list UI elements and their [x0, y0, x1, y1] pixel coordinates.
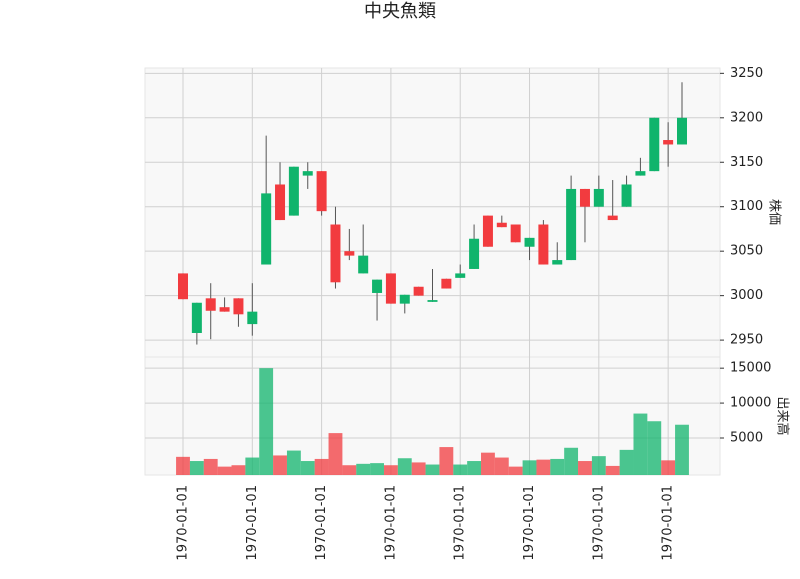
candle-body [593, 188, 604, 207]
x-tick-label: 1970-01-01 [661, 485, 676, 561]
x-tick-label: 1970-01-01 [453, 485, 468, 561]
y2-axis-label: 出来高 [775, 396, 791, 435]
candle-body [233, 298, 244, 315]
x-tick-label: 1970-01-01 [383, 485, 398, 561]
candle-body [649, 117, 660, 172]
volume-bar [411, 462, 426, 475]
candle-body [607, 215, 618, 221]
candle-body [205, 298, 216, 311]
volume-bar [176, 456, 190, 475]
volume-bar [273, 455, 287, 475]
volume-bar [522, 460, 537, 475]
y-tick-label: 3000 [730, 288, 763, 303]
candle-body [427, 300, 438, 302]
candle-body [399, 294, 410, 304]
candle-body [496, 222, 507, 228]
volume-bar [675, 424, 689, 475]
volume-bar [591, 456, 606, 475]
candle-body [524, 237, 535, 247]
y2-tick-label: 10000 [730, 396, 771, 411]
x-tick-label: 1970-01-01 [314, 485, 329, 561]
x-tick-label: 1970-01-01 [522, 485, 537, 561]
candle-body [330, 224, 341, 283]
y2-tick-label: 15000 [730, 361, 771, 376]
candle-body [579, 188, 590, 207]
candle-body [677, 117, 687, 145]
y-tick-label: 3250 [730, 66, 763, 81]
volume-bar [397, 458, 412, 475]
y-tick-label: 3050 [730, 244, 763, 259]
y-tick-label: 3200 [730, 110, 763, 125]
volume-bar [578, 461, 592, 475]
candle-body [413, 286, 424, 296]
volume-bar [356, 463, 371, 475]
volume-bar [467, 461, 482, 475]
candle-body [372, 279, 383, 293]
volume-bar [439, 447, 454, 475]
candle-body [469, 238, 480, 269]
candle-body [441, 278, 452, 289]
candle-body [344, 251, 355, 256]
volume-bar [286, 450, 301, 475]
price-panel [144, 67, 721, 358]
candle-body [178, 273, 188, 300]
candle-body [316, 171, 327, 212]
volume-bar [550, 458, 565, 475]
volume-bar [314, 458, 329, 475]
candle-body [663, 140, 674, 145]
volume-bar [536, 459, 551, 475]
volume-bar [494, 457, 509, 475]
y-tick-label: 2950 [730, 333, 763, 348]
volume-bar [342, 465, 357, 475]
volume-bar [481, 452, 495, 475]
volume-bar [217, 466, 232, 475]
volume-bar [633, 413, 648, 475]
volume-bar [425, 464, 440, 475]
candle-body [566, 188, 577, 261]
candle-body [261, 193, 272, 265]
volume-bar [328, 433, 343, 475]
candle-body [635, 171, 646, 176]
volume-bar [383, 465, 398, 475]
candle-body [552, 260, 563, 265]
chart-title: 中央魚類 [364, 1, 436, 22]
candle-body [482, 215, 493, 247]
volume-bar [661, 460, 676, 475]
candle-body [621, 184, 632, 207]
candle-body [455, 273, 466, 278]
volume-bar [605, 465, 620, 475]
volume-bar [564, 447, 579, 475]
volume-bar [203, 458, 218, 475]
volume-bar [619, 449, 634, 475]
y-tick-label: 3150 [730, 155, 763, 170]
candle-body [302, 171, 313, 176]
x-tick-label: 1970-01-01 [591, 485, 606, 561]
candle-body [385, 273, 396, 304]
volume-bar [245, 457, 260, 475]
volume-bar [508, 466, 523, 475]
x-tick-label: 1970-01-01 [245, 485, 260, 561]
volume-bar [300, 461, 315, 475]
volume-bar [189, 461, 204, 475]
volume-bar [259, 368, 274, 475]
candle-body [247, 311, 258, 325]
candle-body [275, 184, 286, 221]
candle-body [538, 224, 549, 265]
y2-tick-label: 5000 [730, 430, 763, 445]
x-tick-label: 1970-01-01 [176, 485, 191, 561]
candle-body [510, 224, 521, 243]
y-axis-label: 株価 [767, 199, 782, 225]
volume-bar [647, 421, 662, 475]
volume-bar [231, 465, 246, 475]
y-tick-label: 3100 [730, 199, 763, 214]
candle-body [191, 302, 202, 333]
volume-bar [453, 464, 468, 475]
candle-body [288, 166, 299, 216]
candle-body [219, 307, 230, 312]
volume-bar [370, 463, 384, 475]
candle-body [358, 255, 369, 274]
